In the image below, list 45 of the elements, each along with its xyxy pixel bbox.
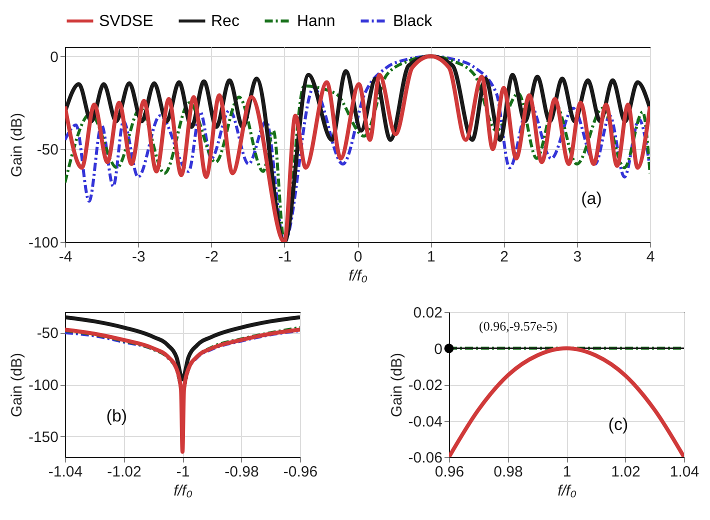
y-axis-title: Gain (dB)	[388, 352, 406, 418]
x-tick-label: -1.04	[48, 464, 83, 480]
x-tick-label: -1	[176, 464, 190, 480]
x-tick-label: 0.98	[494, 464, 523, 480]
legend-label: Black	[393, 13, 434, 30]
y-axis-title: Gain (dB)	[8, 352, 26, 418]
annotation: (a)	[581, 189, 602, 208]
y-tick-label: -0.06	[408, 450, 442, 466]
legend-label: Rec	[211, 13, 240, 30]
x-axis-title: f/f₀	[558, 482, 576, 500]
y-tick-label: -100	[28, 234, 58, 252]
y-tick-label: -100	[28, 377, 58, 394]
y-tick-label: 0.02	[413, 304, 442, 322]
x-tick-label: 1.02	[611, 464, 640, 480]
x-tick-label: 1.04	[670, 464, 700, 480]
annotation: (b)	[106, 406, 128, 426]
legend-label: SVDSE	[99, 13, 154, 30]
y-tick-label: -0.04	[408, 413, 442, 430]
x-tick-label: -1	[278, 248, 292, 266]
x-tick-label: -0.96	[283, 464, 318, 480]
annotation: (0.96,-9.57e-5)	[479, 318, 558, 334]
x-tick-label: -0.98	[224, 464, 259, 480]
x-tick-label: -1.02	[107, 464, 142, 480]
y-axis-title: Gain (dB)	[8, 112, 26, 178]
y-tick-label: -50	[36, 325, 58, 342]
x-tick-label: -2	[205, 248, 218, 266]
x-tick-label: 1	[562, 464, 572, 480]
x-tick-label: 3	[573, 248, 582, 266]
legend-label: Hann	[297, 13, 336, 30]
x-tick-label: -3	[132, 248, 146, 266]
x-tick-label: 0	[354, 248, 362, 266]
x-tick-label: 0.96	[434, 464, 464, 480]
y-tick-label: 0	[434, 340, 442, 358]
x-tick-label: 2	[500, 248, 508, 266]
y-tick-label: -0.02	[408, 377, 442, 394]
y-tick-label: 0	[50, 48, 58, 66]
x-tick-label: 4	[646, 248, 655, 266]
x-tick-label: 1	[426, 248, 436, 266]
y-tick-label: -150	[28, 428, 58, 446]
x-axis-title: f/f₀	[174, 482, 192, 500]
annotation: (c)	[608, 415, 628, 434]
x-tick-label: -4	[58, 248, 72, 266]
y-tick-label: -50	[36, 142, 58, 159]
x-axis-title: f/f₀	[348, 268, 368, 284]
line-series	[65, 328, 300, 454]
